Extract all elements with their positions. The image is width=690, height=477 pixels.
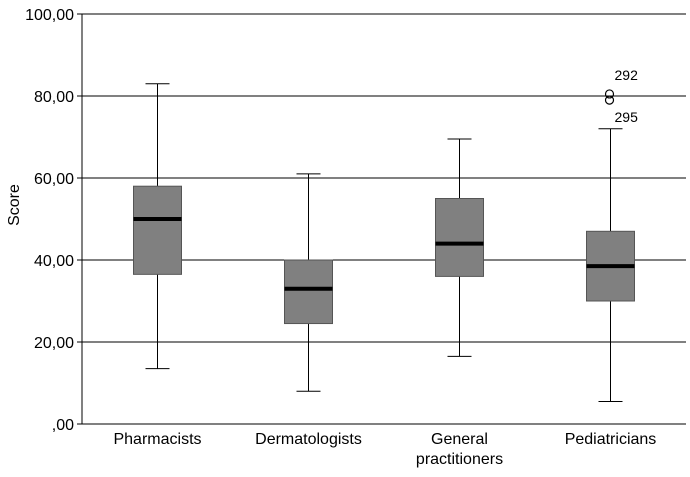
- box-group: [284, 173, 333, 392]
- box-group: [435, 138, 484, 357]
- y-tick-label: 100,00: [25, 7, 74, 24]
- outlier-label: 295: [615, 109, 639, 125]
- y-tick-label: 20,00: [34, 335, 74, 352]
- x-category-label: Pediatricians: [565, 431, 657, 448]
- boxes: [133, 83, 635, 402]
- y-tick-label: ,00: [52, 417, 74, 434]
- iqr-box: [133, 185, 182, 275]
- box-group: [133, 83, 182, 370]
- gridlines: [82, 13, 686, 343]
- outlier-label: 292: [615, 67, 639, 83]
- x-category-label: Dermatologists: [255, 431, 362, 448]
- iqr-box: [284, 259, 333, 325]
- labels: ,00 20,00 40,00 60,00 80,00 100,00 Pharmacists…: [25, 7, 656, 468]
- y-tick-label: 80,00: [34, 89, 74, 106]
- y-tick-label: 60,00: [34, 171, 74, 188]
- iqr-box: [435, 198, 484, 277]
- axes: [77, 13, 686, 425]
- x-category-label: Pharmacists: [113, 431, 201, 448]
- x-category-label: practitioners: [416, 451, 503, 468]
- outlier-point: [604, 95, 615, 105]
- outlier-point: [604, 89, 615, 99]
- y-tick-label: 40,00: [34, 253, 74, 270]
- x-category-label: General: [431, 431, 488, 448]
- box-group: [586, 89, 635, 402]
- y-axis-title: Score: [6, 184, 23, 226]
